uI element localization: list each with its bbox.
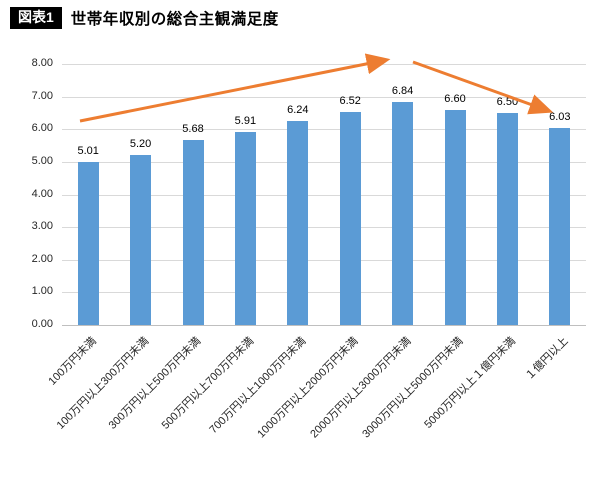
x-axis-category-label: 100万円以上300万円未満 [54, 335, 152, 432]
bar-value-label: 6.03 [549, 111, 571, 124]
x-axis-line [62, 325, 586, 326]
x-axis-category-label: 2000万円以上3000万円未満 [307, 335, 414, 441]
chart-title: 世帯年収別の総合主観満足度 [70, 11, 279, 28]
bar-value-label: 6.84 [391, 84, 414, 97]
gridline [62, 259, 586, 261]
x-axis-category-label: 100万円未満 [46, 335, 99, 388]
bar-value-label: 5.01 [77, 144, 99, 157]
bar-value-label: 6.24 [287, 104, 309, 117]
gridline [62, 227, 586, 229]
bar-0 [77, 161, 99, 325]
x-axis-category-label: 1000万円以上2000万円未満 [255, 335, 361, 441]
bar-5 [339, 112, 361, 325]
y-axis-tick-label: 4.00 [31, 187, 53, 200]
y-axis-tick-label: 3.00 [31, 220, 53, 233]
bar-3 [234, 132, 256, 325]
y-axis-tick-label: 6.00 [31, 122, 53, 135]
gridline [62, 129, 586, 131]
y-axis-tick-label: 2.00 [31, 252, 53, 265]
chart-header: 図表1 世帯年収別の総合主観満足度 [10, 7, 279, 29]
y-axis-tick-label: 5.00 [31, 154, 53, 167]
bar-9 [549, 128, 571, 325]
y-axis-tick-label: 1.00 [31, 285, 53, 298]
bar-value-label: 6.52 [339, 95, 361, 108]
x-axis-category-label: 700万円以上1000万円未満 [207, 335, 309, 437]
bar-8 [496, 112, 518, 325]
x-axis-category-label: １億円以上 [523, 335, 571, 383]
bar-value-label: 5.68 [182, 122, 204, 135]
gridline [62, 64, 586, 65]
gridline [62, 161, 586, 163]
x-axis-category-label: 300万円以上500万円未満 [106, 335, 204, 432]
y-axis-tick-label: 0.00 [31, 318, 53, 330]
figure-badge: 図表1 [10, 7, 62, 29]
gridline [62, 292, 586, 294]
y-axis-tick-label: 7.00 [31, 89, 53, 102]
x-axis-category-label: 500万円以上700万円未満 [159, 335, 256, 432]
bar-value-label: 6.60 [444, 92, 466, 105]
x-axis-category-label: 3000万円以上5000万円未満 [360, 335, 466, 441]
bar-1 [130, 155, 152, 325]
gridline [62, 194, 586, 196]
bar-value-label: 5.91 [234, 115, 257, 128]
bar-value-label: 5.20 [129, 138, 152, 151]
bar-2 [182, 139, 204, 325]
bar-4 [287, 121, 309, 325]
bar-7 [444, 109, 466, 325]
x-axis-category-label: 5000万円以上１億円未満 [422, 335, 518, 431]
bar-6 [392, 101, 414, 325]
y-axis-tick-label: 8.00 [31, 57, 53, 69]
bar-value-label: 6.50 [496, 95, 519, 108]
